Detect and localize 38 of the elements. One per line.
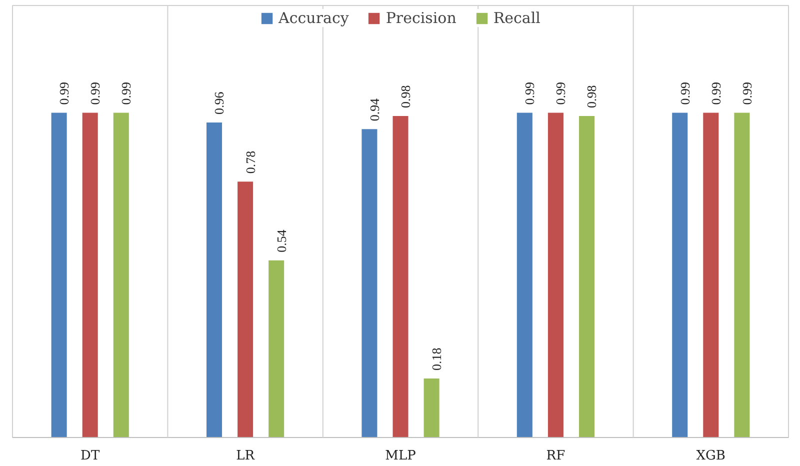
bar <box>734 112 750 438</box>
data-label: 0.54 <box>274 229 289 252</box>
data-label: 0.98 <box>398 85 413 108</box>
data-label: 0.94 <box>366 98 382 122</box>
x-tick-label: MLP <box>385 448 416 464</box>
bar <box>578 116 594 438</box>
bar <box>392 116 408 438</box>
bar <box>82 112 98 438</box>
bar <box>51 112 67 438</box>
data-label: 0.99 <box>88 82 103 105</box>
bar <box>548 112 564 438</box>
data-label: 0.99 <box>118 82 134 105</box>
data-label: 0.99 <box>522 82 538 105</box>
legend-label: Precision <box>386 9 456 27</box>
bar <box>672 112 688 438</box>
legend-label: Accuracy <box>278 9 349 27</box>
bar <box>238 182 254 438</box>
data-label: 0.96 <box>212 91 227 115</box>
bar <box>268 260 284 438</box>
x-tick-label: XGB <box>696 448 726 464</box>
data-label: 0.78 <box>242 150 258 174</box>
data-label: 0.99 <box>708 82 724 105</box>
bar <box>206 122 222 438</box>
bar <box>362 129 378 438</box>
bar <box>424 378 440 438</box>
bar <box>516 112 532 438</box>
bar <box>113 112 129 438</box>
x-tick-label: DT <box>80 448 100 464</box>
data-label: 0.99 <box>553 82 568 105</box>
data-label: 0.99 <box>56 82 72 105</box>
data-label: 0.99 <box>677 82 692 105</box>
legend-label: Recall <box>493 9 540 27</box>
data-label: 0.18 <box>429 348 444 370</box>
data-label: 0.99 <box>739 82 754 105</box>
data-label: 0.98 <box>584 85 600 108</box>
bar <box>703 112 719 438</box>
x-tick-label: RF <box>546 448 566 464</box>
x-tick-label: LR <box>236 448 256 464</box>
